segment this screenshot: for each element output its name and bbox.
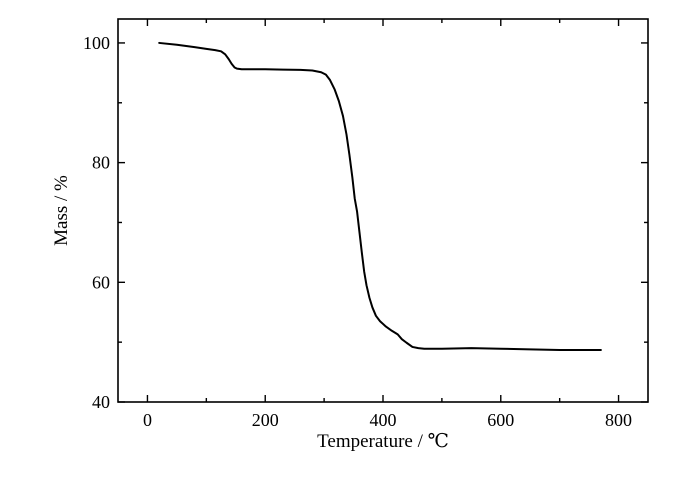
y-tick-label: 60 <box>92 272 110 292</box>
x-tick-label: 400 <box>370 410 397 430</box>
plot-frame <box>117 18 649 403</box>
x-axis-title: Temperature / ℃ <box>317 431 449 452</box>
major-ticks <box>118 19 648 403</box>
minor-ticks <box>118 19 648 402</box>
y-tick-label: 100 <box>83 33 110 53</box>
y-tick-labels: 40 60 80 100 <box>83 33 110 412</box>
y-tick-label: 80 <box>92 153 110 173</box>
x-tick-label: 200 <box>252 410 279 430</box>
y-axis-title: Mass / % <box>51 175 72 246</box>
x-tick-labels: 0 200 400 600 800 <box>143 410 632 430</box>
x-tick-label: 800 <box>605 410 632 430</box>
x-tick-label: 600 <box>487 410 514 430</box>
series-line-mass <box>158 41 602 351</box>
y-tick-label: 40 <box>92 392 110 412</box>
x-tick-label: 0 <box>143 410 152 430</box>
